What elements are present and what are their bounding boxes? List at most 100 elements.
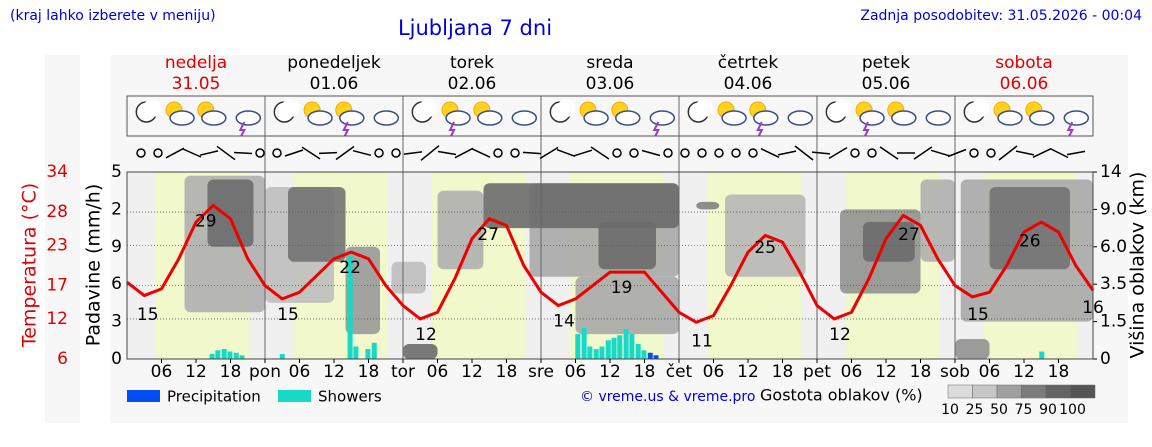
title: Ljubljana 7 dni: [398, 16, 552, 40]
cloud-cell: [288, 186, 346, 262]
x-tick-label: 18: [496, 362, 518, 382]
wind-barb: [811, 151, 831, 155]
icon-cloud: [169, 110, 195, 126]
x-tick-label: 12: [461, 362, 483, 382]
y-title: Temperatura (°C): [19, 183, 41, 348]
legend-swatch: [278, 390, 311, 402]
precip-bar: [641, 350, 647, 359]
wind-barb: [590, 146, 610, 160]
precip-tick-label: 0: [111, 349, 122, 369]
wind-calm: [391, 148, 401, 158]
icon-cloud: [445, 110, 471, 126]
wind-barb: [437, 150, 457, 156]
day-date: 31.05: [172, 74, 221, 94]
day-name: sreda: [586, 53, 633, 73]
wind-barb: [216, 145, 236, 161]
updated: Zadnja posodobitev: 31.05.2026 - 00:04: [860, 8, 1142, 24]
wind-barb: [998, 145, 1018, 161]
wind-barb: [284, 149, 304, 157]
precip-bar: [599, 346, 605, 359]
precip-bar: [575, 334, 581, 359]
icon-cloud: [583, 110, 609, 126]
density-swatch: [947, 384, 973, 399]
wind-barb: [556, 148, 576, 158]
icon-cloud: [307, 110, 333, 126]
cloud-cell: [207, 179, 254, 247]
precip-tick-label: 9: [111, 237, 122, 257]
wind-calm: [272, 148, 282, 158]
wind-barb: [301, 146, 321, 160]
icon-bolt: [756, 121, 764, 137]
wind-barb: [471, 148, 491, 158]
y2-title: Višina oblakov (km): [1127, 172, 1149, 359]
temp-label: 26: [1019, 231, 1041, 251]
wind-barb: [454, 147, 474, 159]
density-swatch: [1045, 384, 1071, 399]
icon-moon: [419, 99, 438, 117]
density-label: 90: [1039, 402, 1057, 418]
wind-barb: [420, 145, 440, 161]
icon-cloud: [477, 110, 503, 126]
cloud-cell: [696, 201, 720, 210]
hint: (kraj lahko izberete v meniju): [10, 8, 216, 24]
y-tick-label: 12: [46, 309, 68, 329]
icon-cloud: [649, 110, 676, 126]
x-tick-label: 06: [565, 362, 587, 382]
cloud-cell: [345, 246, 380, 335]
wind-calm: [850, 148, 860, 158]
legend-label: Showers: [318, 388, 382, 406]
panel: [45, 55, 80, 423]
x-tick-label: 06: [841, 362, 863, 382]
density-label: 75: [1015, 402, 1033, 418]
wind-barb: [318, 151, 338, 155]
wind-barb: [947, 148, 967, 158]
icon-cloud: [787, 110, 814, 126]
x-tick-label: 12: [323, 362, 345, 382]
icon-frame: [126, 95, 1094, 137]
temp-label: 15: [137, 305, 159, 325]
wind-calm: [136, 148, 146, 158]
wind-calm: [969, 148, 979, 158]
wind-barb: [522, 151, 542, 155]
wind-barb: [335, 145, 355, 161]
wind-barb: [165, 147, 185, 159]
precip-bar: [227, 351, 233, 359]
density-swatch: [1021, 384, 1047, 399]
x-tick-label: sob: [940, 362, 970, 382]
density-title: Gostota oblakov (%): [760, 386, 923, 405]
wind-barb: [913, 146, 933, 160]
wind-calm: [629, 148, 639, 158]
day-date: 01.06: [310, 74, 359, 94]
x-tick-label: čet: [666, 362, 693, 382]
icon-cloud: [753, 110, 779, 126]
icon-bolt: [448, 121, 456, 137]
precip-tick-label: 2: [111, 199, 122, 219]
precip-bar: [215, 350, 221, 359]
wind-calm: [867, 148, 877, 158]
wind-barb: [1049, 147, 1069, 159]
x-tick-label: 06: [703, 362, 725, 382]
precip-tick-label: 6: [111, 274, 122, 294]
day-date: 05.06: [862, 74, 911, 94]
precip-bar: [581, 327, 587, 359]
wind-calm: [510, 148, 520, 158]
icon-moon: [833, 99, 852, 117]
wind-calm: [697, 148, 707, 158]
temp-label: 27: [477, 225, 499, 245]
temp-label: 15: [277, 305, 299, 325]
day-date: 03.06: [586, 74, 635, 94]
x-tick-label: sre: [528, 362, 554, 382]
cloud-cell: [403, 344, 438, 359]
x-tick-label: 18: [910, 362, 932, 382]
y-tick-label: 23: [46, 235, 68, 255]
wind-calm: [374, 148, 384, 158]
wind-calm: [748, 148, 758, 158]
x-tick-label: tor: [391, 362, 415, 382]
cloud-cell: [598, 221, 656, 270]
wind-calm: [255, 148, 265, 158]
wind-calm: [612, 148, 622, 158]
wind-barb: [403, 151, 423, 155]
precip-bar: [617, 335, 623, 359]
icon-moon: [281, 99, 300, 117]
